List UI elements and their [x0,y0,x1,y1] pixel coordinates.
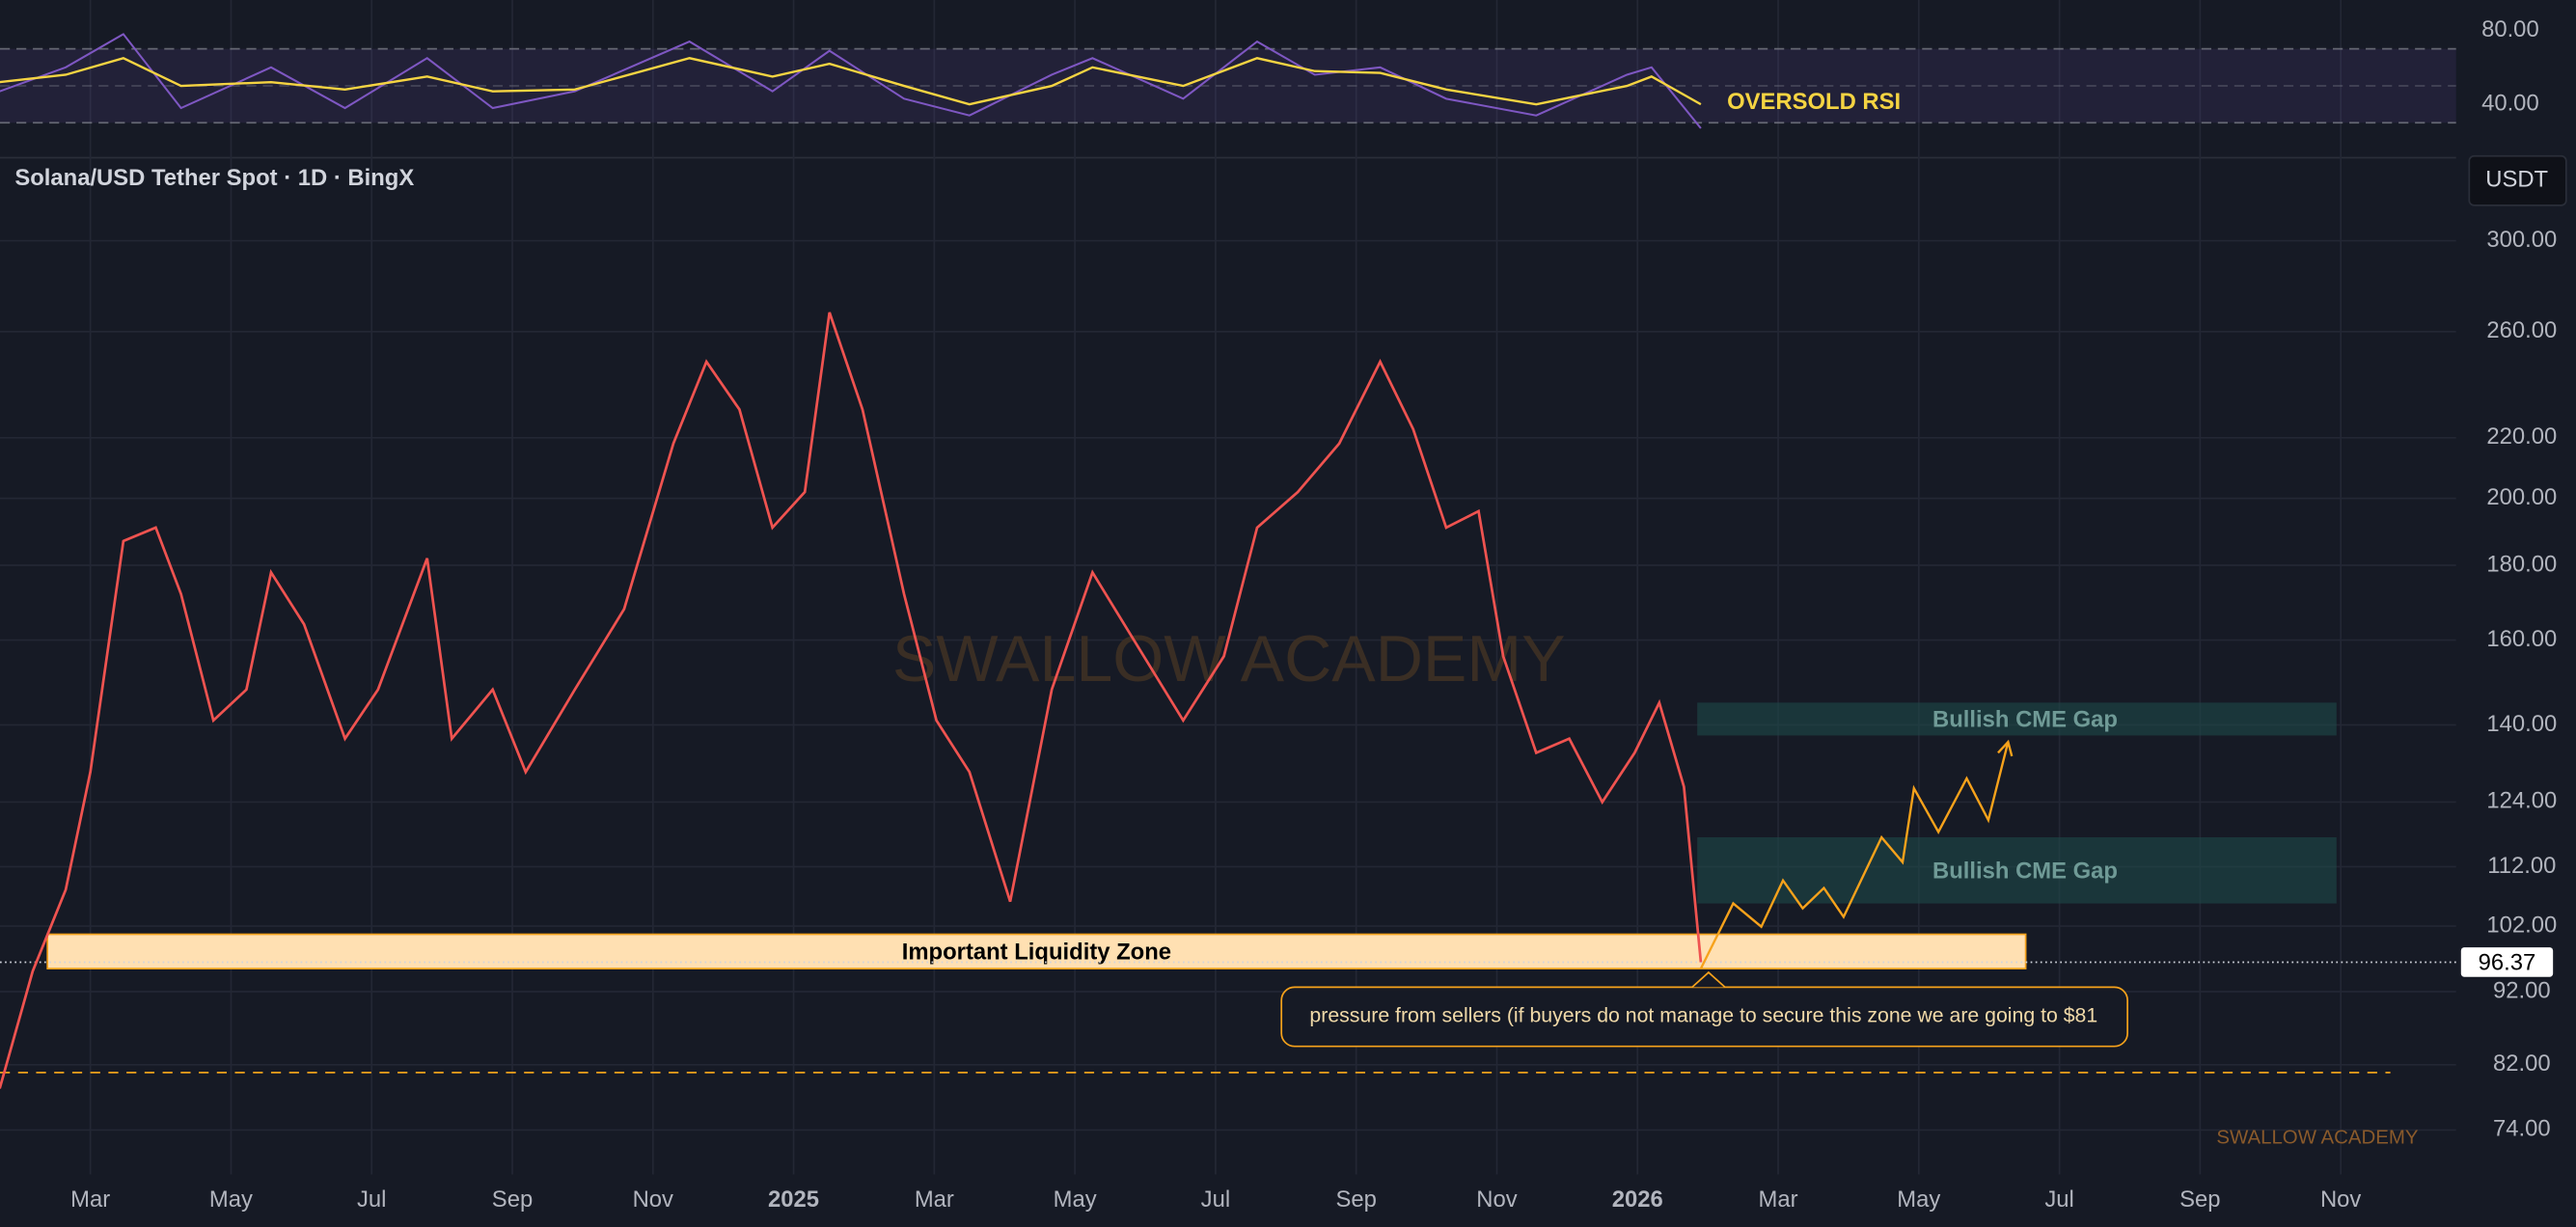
rsi-line [0,33,1702,129]
price-line [0,312,1703,1089]
zone [1697,702,2337,736]
y-tick-label: 124.00 [2486,788,2557,814]
chart-title: Solana/USD Tether Spot · 1D · BingX [14,165,414,191]
x-tick-label: Sep [492,1186,533,1213]
last-price-label: 96.37 [2479,949,2536,975]
y-tick-label: 200.00 [2486,484,2557,510]
x-tick-label: Jul [2044,1186,2073,1213]
x-tick-label: Sep [1335,1186,1376,1213]
x-tick-label: May [1897,1186,1940,1213]
last-price-box [2460,947,2554,977]
y-tick-label: 180.00 [2486,551,2557,577]
callout-text: pressure from sellers (if buyers do not … [1309,1004,2097,1027]
y-tick-label: 140.00 [2486,711,2557,737]
y-tick-label: 260.00 [2486,317,2557,343]
x-tick-label: Mar [1759,1186,1798,1213]
rsi-tick-label: 40.00 [2481,90,2539,116]
x-tick-label: Nov [1476,1186,1517,1213]
rsi-band [0,48,2456,123]
y-tick-label: 220.00 [2486,423,2557,450]
rsi-tick-label: 80.00 [2481,16,2539,42]
zone [1697,837,2337,904]
callout-pointer [1691,970,1726,989]
x-tick-label: Mar [70,1186,110,1213]
zone-label: Important Liquidity Zone [902,939,1171,965]
x-tick-label: May [1054,1186,1097,1213]
currency-label[interactable]: USDT [2485,167,2548,193]
x-tick-label: Jul [1201,1186,1230,1213]
x-tick-label: Mar [915,1186,954,1213]
x-tick-label: Sep [2179,1186,2220,1213]
x-tick-label: Nov [633,1186,673,1213]
projection-arrowhead [1997,739,2014,757]
currency-button[interactable] [2468,154,2567,206]
x-tick-label: Nov [2320,1186,2361,1213]
y-tick-label: 112.00 [2487,853,2556,879]
projection [1699,741,2010,969]
rsi-line [0,57,1702,106]
y-tick-label: 92.00 [2493,977,2551,1003]
grid [0,0,2456,1175]
x-tick-label: 2025 [768,1186,819,1213]
y-tick-label: 160.00 [2486,626,2557,652]
zone-label: Bullish CME Gap [1932,858,2118,884]
x-tick-label: Jul [357,1186,386,1213]
zone-label: Bullish CME Gap [1932,706,2118,732]
y-tick-label: 300.00 [2486,227,2557,253]
signature: SWALLOW ACADEMY [2216,1127,2419,1148]
x-tick-label: 2026 [1612,1186,1663,1213]
rsi-annotation: OVERSOLD RSI [1727,89,1901,115]
x-tick-label: May [209,1186,253,1213]
y-tick-label: 74.00 [2493,1116,2551,1142]
plot: Mar May Jul Sep Nov 2025 Mar May Jul Sep Nov 2026 Ma… [0,16,2557,1213]
y-tick-label: 82.00 [2493,1050,2551,1077]
y-tick-label: 102.00 [2486,912,2557,938]
